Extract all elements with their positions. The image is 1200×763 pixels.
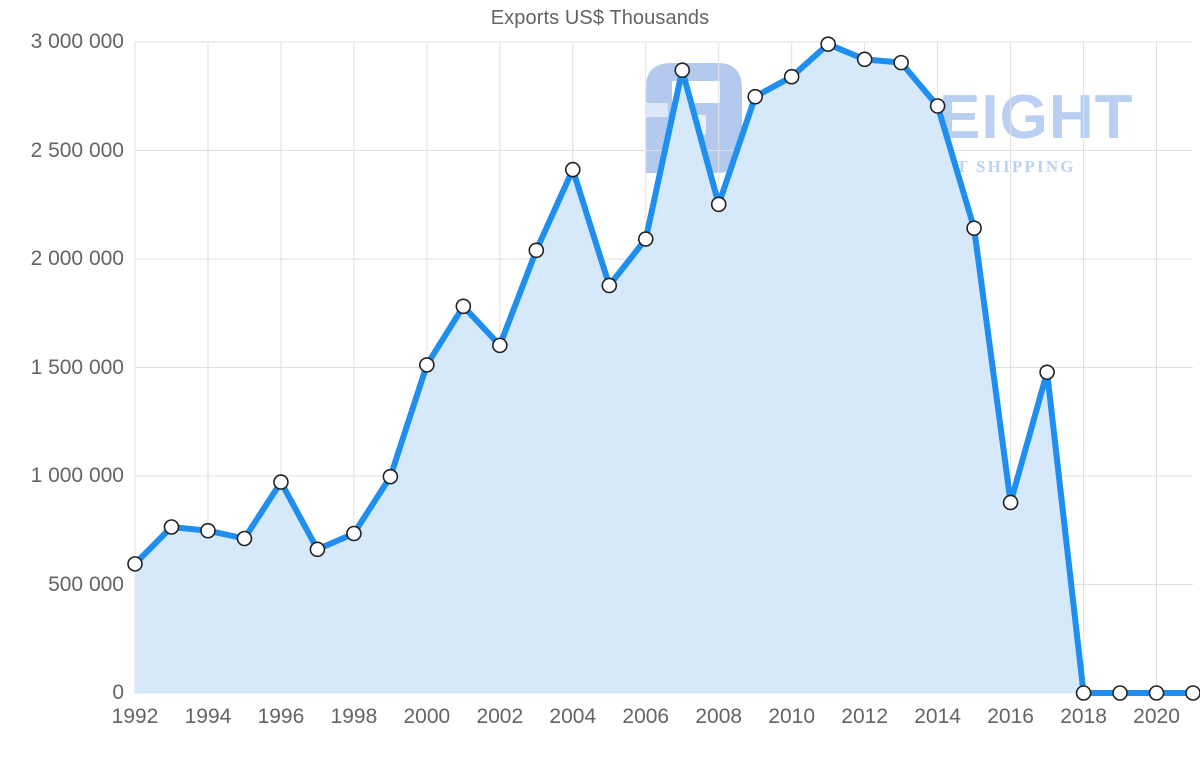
x-tick-label: 1994 [184, 705, 232, 728]
data-point-2002[interactable] [492, 337, 508, 354]
y-axis: 3 000 000 2 500 000 2 000 000 1 500 000 1 00… [0, 0, 124, 763]
y-tick-label: 3 000 000 [30, 30, 124, 53]
x-tick-label: 1992 [111, 705, 159, 728]
y-tick-label: 2 500 000 [30, 138, 124, 162]
chart-title: Exports US$ Thousands [490, 7, 710, 29]
data-point-1993[interactable] [163, 519, 180, 535]
data-point-2012[interactable] [856, 51, 873, 68]
data-point-2013[interactable] [893, 54, 909, 71]
y-tick-label: 0 [112, 681, 124, 704]
data-point-2018[interactable] [1075, 685, 1092, 701]
x-tick-label: 2004 [549, 705, 597, 728]
data-point-2021[interactable] [1185, 685, 1200, 701]
data-point-2014[interactable] [929, 98, 946, 114]
x-tick-label: 1996 [257, 705, 305, 728]
data-point-1997[interactable] [309, 541, 326, 558]
x-tick-label: 2018 [1060, 705, 1107, 728]
data-point-1999[interactable] [382, 468, 399, 485]
data-point-2019[interactable] [1112, 685, 1128, 701]
data-point-2007[interactable] [674, 62, 691, 79]
series-area [135, 44, 1193, 694]
series-line [132, 41, 1196, 696]
x-tick-label: 2014 [914, 705, 961, 728]
x-tick-label: 1998 [330, 705, 378, 728]
series-markers [127, 36, 1200, 701]
plot-area [127, 36, 1200, 701]
data-point-1995[interactable] [236, 530, 253, 547]
data-point-1998[interactable] [346, 525, 362, 542]
data-point-2009[interactable] [747, 88, 764, 105]
x-tick-label: 2016 [987, 705, 1034, 728]
data-point-2020[interactable] [1148, 685, 1165, 701]
y-tick-label: 1 500 000 [30, 355, 124, 379]
data-point-1994[interactable] [200, 522, 216, 539]
y-tick-label: 500 000 [48, 572, 124, 596]
data-point-2008[interactable] [710, 196, 727, 213]
data-point-1992[interactable] [127, 556, 143, 572]
data-point-2003[interactable] [528, 242, 545, 259]
x-tick-label: 2006 [622, 705, 670, 728]
y-tick-label: 2 000 000 [30, 247, 124, 270]
data-point-2016[interactable] [1002, 494, 1019, 511]
x-tick-label: 2020 [1133, 705, 1180, 728]
data-point-1996[interactable] [273, 474, 289, 490]
x-tick-label: 2010 [768, 705, 816, 728]
data-point-2000[interactable] [419, 357, 435, 373]
data-point-2010[interactable] [783, 68, 800, 85]
data-point-2017[interactable] [1039, 364, 1055, 381]
data-point-2001[interactable] [455, 298, 472, 315]
data-point-2015[interactable] [966, 220, 982, 236]
data-point-2004[interactable] [564, 161, 581, 178]
data-point-2011[interactable] [820, 36, 836, 52]
x-tick-label: 2008 [695, 705, 743, 728]
data-point-2005[interactable] [601, 277, 618, 294]
x-tick-label: 2002 [476, 705, 524, 728]
y-tick-label: 1 000 000 [30, 464, 124, 487]
data-point-2006[interactable] [637, 231, 654, 247]
plot-svg [127, 36, 1200, 701]
x-tick-label: 2000 [403, 705, 451, 728]
x-tick-label: 2012 [841, 705, 888, 728]
